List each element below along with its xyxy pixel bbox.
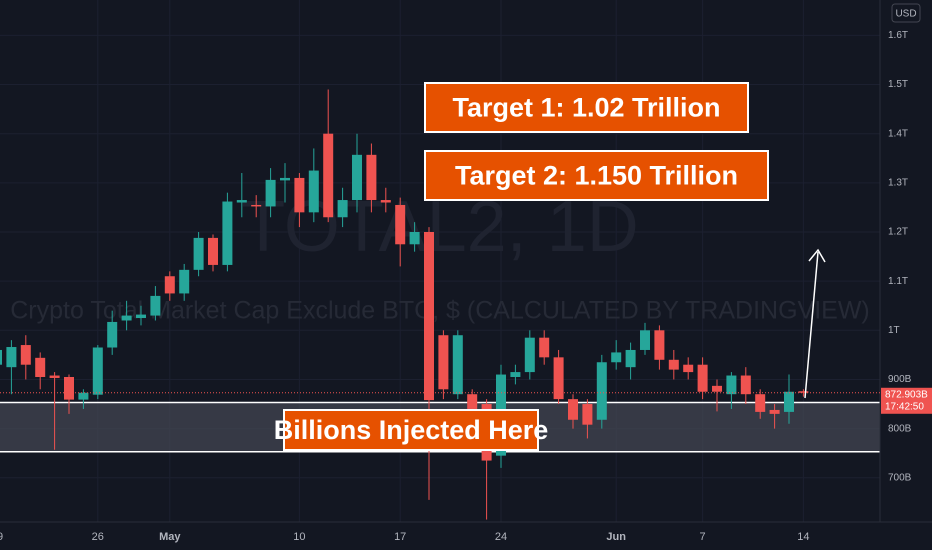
candle-body [236,200,247,203]
y-tick-label: 1.5T [888,79,908,90]
candle-body [366,154,377,201]
candle-body [582,404,593,425]
candle-body [20,345,31,365]
annotation-text: Target 2: 1.150 Trillion [455,161,738,191]
candle-body [294,177,305,213]
candle-body [64,377,74,400]
candle-body [596,362,607,420]
candle-body [92,347,103,395]
candle-body [438,335,449,390]
y-tick-label: 700B [888,472,912,483]
candle-body [164,276,175,294]
candle-body [0,349,2,365]
candle-body [697,364,708,392]
candle-body [121,315,132,321]
y-tick-label: 1.3T [888,177,908,188]
candle-body [424,232,434,401]
x-tick-label: 17 [394,531,406,543]
axes: 700B 800B 900B 1T 1.1T 1.2T 1.3T 1.4T 1.5T 1.6T 19… [0,30,932,543]
annotation-box [424,150,769,201]
candle-body [712,385,722,392]
candle-body [726,375,737,395]
last-price-box [881,387,932,414]
annotation-box [424,82,749,133]
candle-body [467,394,478,409]
x-tick-label: May [159,531,181,543]
y-tick-label: 1.4T [888,128,908,139]
x-tick-label: 10 [293,531,305,543]
candle-body [6,347,17,368]
x-tick-label: 14 [797,531,809,543]
candle-body [222,201,233,265]
candle-body [798,391,809,393]
y-tick-label: 1T [888,325,900,336]
candle-body [337,200,348,218]
y-tick-label: 1.2T [888,227,908,238]
candle-body [193,237,204,270]
x-tick-label: 7 [700,531,706,543]
candle-body [251,204,262,207]
candle-body [136,314,146,319]
watermark-subtitle: Crypto Total Market Cap Exclude BTC, $ (… [10,297,870,325]
candle-body [452,335,463,395]
candle-body [409,232,420,245]
candle-body [179,269,190,294]
candle-body [611,352,622,363]
candle-body [539,337,550,358]
y-tick-label: 800B [888,423,912,434]
candle-body [740,375,751,395]
candle-body [308,170,319,213]
y-tick-label: 900B [888,374,912,385]
x-tick-label: 26 [92,531,104,543]
candle-body [784,391,794,412]
candle-body [668,359,679,370]
candle-body [640,330,650,350]
candle-body [524,337,535,373]
candle-body [755,394,766,412]
candle-body [150,295,161,316]
candle-body [35,357,46,377]
candle-body [510,372,521,377]
annotations: Target 1: 1.02 Trillion Target 2: 1.150 T… [274,82,769,451]
candle-body [352,154,362,201]
candle-body [568,399,578,420]
candle-body [107,321,118,348]
annotation-text: Target 1: 1.02 Trillion [452,93,720,123]
candle-body [380,200,391,203]
arrow-head [808,248,826,263]
candle-body [654,330,665,360]
currency: USD [895,9,916,20]
y-tick-label: 1.1T [888,276,908,287]
candle-body [553,357,564,400]
candle-body [395,204,406,245]
candle-body [78,392,89,400]
x-tick-label: 24 [495,531,507,543]
candle-body [208,237,218,265]
arrow [804,251,819,399]
y-tick-label: 1.6T [888,30,908,41]
currency-box [891,3,921,23]
candle-body [769,409,780,414]
candle-body [683,364,694,373]
candle-body [265,179,276,207]
candle-body [323,133,334,218]
annotation-text: Billions Injected Here [274,415,549,445]
countdown: 17:42:50 [885,401,924,412]
annotation-box [283,409,539,451]
x-tick-label: 19 [0,531,3,543]
candle-body [49,375,60,378]
x-tick-label: Jun [606,531,626,543]
last-price-label: 872.903B [885,389,928,400]
candle-body [280,177,290,181]
candle-body [625,349,636,368]
